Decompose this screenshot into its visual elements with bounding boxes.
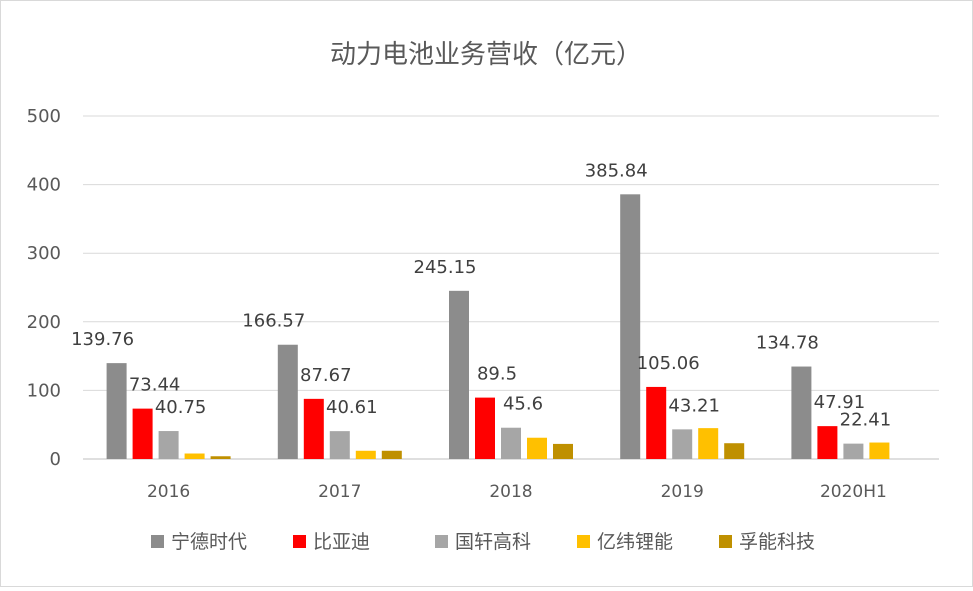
legend: 宁德时代 比亚迪 国轩高科 亿纬锂能 孚能科技 — [151, 531, 815, 553]
bar — [724, 443, 745, 459]
bar — [817, 426, 838, 459]
legend-swatch — [577, 535, 590, 548]
y-tick-label: 500 — [27, 106, 61, 127]
data-label: 87.67 — [300, 365, 352, 386]
y-tick-label: 300 — [27, 243, 61, 264]
bar — [158, 431, 179, 459]
bar — [475, 397, 495, 459]
bars — [106, 194, 890, 459]
y-tick-label: 100 — [27, 380, 61, 401]
bar — [184, 453, 205, 459]
data-label: 40.61 — [326, 397, 378, 418]
data-label: 134.78 — [756, 333, 819, 354]
bar — [698, 428, 719, 459]
data-label: 22.41 — [840, 410, 892, 431]
bar — [672, 429, 693, 459]
legend-label: 孚能科技 — [739, 531, 815, 553]
bar — [210, 456, 231, 459]
legend-swatch — [151, 535, 164, 548]
y-tick-label: 0 — [50, 449, 61, 470]
legend-label: 宁德时代 — [171, 531, 247, 553]
legend-label: 亿纬锂能 — [597, 531, 673, 553]
data-label: 43.21 — [668, 395, 720, 416]
x-tick-label: 2018 — [489, 482, 532, 502]
bar — [106, 363, 127, 459]
legend-label: 比亚迪 — [313, 531, 370, 553]
data-label: 73.44 — [129, 375, 181, 396]
data-label: 105.06 — [637, 353, 700, 374]
bar — [501, 427, 521, 459]
bar — [449, 290, 469, 459]
bar — [869, 442, 890, 459]
bar — [132, 408, 153, 459]
x-tick-label: 2017 — [318, 482, 361, 502]
bar — [277, 344, 298, 459]
data-label: 40.75 — [155, 397, 207, 418]
bar — [646, 386, 667, 459]
data-label: 139.76 — [71, 329, 134, 350]
x-tick-label: 2019 — [661, 482, 704, 502]
data-label: 47.91 — [814, 392, 866, 413]
legend-swatch — [293, 535, 306, 548]
bar — [381, 450, 402, 459]
y-tick-label: 200 — [27, 312, 61, 333]
y-tick-label: 400 — [27, 175, 61, 196]
bar — [527, 437, 547, 459]
chart-title: 动力电池业务营收（亿元） — [330, 40, 642, 70]
data-label: 89.5 — [477, 364, 517, 385]
bar — [620, 194, 641, 459]
bar — [355, 450, 376, 459]
bar — [329, 431, 350, 459]
data-label: 166.57 — [242, 311, 305, 332]
legend-swatch — [719, 535, 732, 548]
x-axis: 2016 2017 2018 2019 2020H1 — [147, 482, 887, 502]
data-label: 45.6 — [503, 394, 543, 415]
y-axis: 0 100 200 300 400 500 — [27, 106, 61, 470]
data-label: 385.84 — [585, 160, 648, 181]
bar — [553, 443, 573, 459]
bar — [303, 398, 324, 459]
bar — [791, 366, 812, 459]
x-tick-label: 2020H1 — [820, 482, 887, 502]
bar — [843, 443, 864, 459]
data-label: 245.15 — [414, 257, 477, 278]
legend-swatch — [435, 535, 448, 548]
x-tick-label: 2016 — [147, 482, 190, 502]
legend-label: 国轩高科 — [455, 531, 531, 553]
